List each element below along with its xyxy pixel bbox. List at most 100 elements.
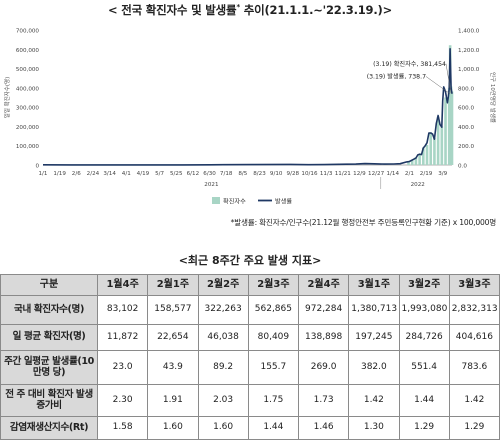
x-tick-label: 12/9 bbox=[353, 171, 366, 177]
table-header-week: 3월2주 bbox=[398, 274, 450, 296]
table-row-label: 감염재생산지수(Rt) bbox=[0, 416, 98, 440]
table-cell: 1.60 bbox=[147, 416, 199, 440]
table-cell: 1.73 bbox=[297, 384, 350, 417]
incidence-line bbox=[42, 47, 453, 166]
x-tick-label: 8/23 bbox=[253, 171, 266, 177]
chart-title: < 전국 확진자수 및 발생률* 추이(21.1.1.~'22.3.19.)> bbox=[0, 2, 500, 18]
x-tick-label: 4/19 bbox=[137, 171, 150, 177]
table-cell: 972,284 bbox=[297, 295, 350, 325]
bar bbox=[418, 154, 421, 165]
table-cell: 783.6 bbox=[448, 350, 500, 385]
year-label: 2022 bbox=[411, 182, 425, 188]
x-tick-label: 1/14 bbox=[386, 171, 399, 177]
table-cell: 284,726 bbox=[398, 324, 450, 351]
table-cell: 1.42 bbox=[348, 384, 400, 417]
y-left-tick-label: 400,000 bbox=[16, 86, 40, 92]
table-row-label: 전 주 대비 확진자 발생 증가비 bbox=[0, 384, 98, 417]
x-tick-label: 3/14 bbox=[103, 171, 116, 177]
table-cell: 382.0 bbox=[348, 350, 400, 385]
table-cell: 1.44 bbox=[247, 416, 300, 440]
y-left-tick-label: 0 bbox=[35, 164, 39, 170]
table-header-week: 2월1주 bbox=[147, 274, 199, 296]
table-row-label: 일 평균 확진자(명) bbox=[0, 324, 98, 351]
table-cell: 22,654 bbox=[147, 324, 199, 351]
table-cell: 562,865 bbox=[247, 295, 300, 325]
x-tick-label: 8/5 bbox=[238, 171, 247, 177]
bar bbox=[414, 157, 418, 165]
bar bbox=[444, 97, 447, 165]
chart-title-superscript: * bbox=[236, 3, 240, 12]
y-right-tick-label: 1,200.0 bbox=[458, 48, 480, 54]
y-left-tick-label: 600,000 bbox=[16, 48, 40, 54]
y-right-tick-label: 0.0 bbox=[458, 164, 467, 170]
table-title: <최근 8주간 주요 발생 지표> bbox=[178, 254, 322, 267]
x-tick-label: 6/30 bbox=[203, 171, 216, 177]
y-left-tick-label: 500,000 bbox=[16, 67, 40, 73]
footnote: *발생률: 확진자수/인구수(21.12월 행정안전부 주민등록인구현황 기준)… bbox=[230, 218, 497, 227]
bar bbox=[433, 138, 436, 165]
x-tick-label: 12/27 bbox=[368, 171, 385, 177]
bar bbox=[440, 126, 444, 165]
table-cell: 1.30 bbox=[348, 416, 400, 440]
table-cell: 83,102 bbox=[96, 295, 149, 325]
table-cell: 138,898 bbox=[297, 324, 350, 351]
table-cell: 1.44 bbox=[398, 384, 450, 417]
chart: 0 100,000 200,000 300,000 400,000 500,000 600,… bbox=[3, 29, 497, 206]
table-cell: 1.58 bbox=[96, 416, 149, 440]
x-tick-label: 7/18 bbox=[220, 171, 233, 177]
y-right-tick-label: 1,400.0 bbox=[458, 29, 480, 35]
y-right-tick-label: 600.0 bbox=[458, 106, 474, 112]
table-cell: 89.2 bbox=[197, 350, 249, 385]
x-tick-label: 2/19 bbox=[420, 171, 433, 177]
table-row: 전 주 대비 확진자 발생 증가비 2.30 1.91 2.03 1.75 1.73 1.4… bbox=[0, 384, 500, 417]
table-row: 감염재생산지수(Rt) 1.58 1.60 1.60 1.44 1.46 1.30 1.29 1… bbox=[0, 416, 500, 440]
indicator-table: 구분 1월4주 2월1주 2월2주 2월3주 2월4주 3월1주 3월2주 3월3주 국내 확진… bbox=[0, 274, 500, 440]
table-cell: 404,616 bbox=[448, 324, 500, 351]
bar bbox=[436, 116, 440, 165]
table-cell: 1.60 bbox=[197, 416, 249, 440]
table-cell: 1,993,080 bbox=[398, 295, 450, 325]
table-header-label: 구분 bbox=[0, 274, 98, 296]
table-cell: 155.7 bbox=[247, 350, 300, 385]
annotation-leader bbox=[445, 63, 452, 94]
table-row-label: 국내 확진자수(명) bbox=[0, 295, 98, 325]
bar bbox=[425, 144, 429, 165]
chart-title-main: < 전국 확진자수 및 발생률 bbox=[107, 3, 237, 17]
x-tick-label: 5/7 bbox=[155, 171, 164, 177]
table-cell: 1,380,713 bbox=[348, 295, 400, 325]
y-right-tick-label: 1,000.0 bbox=[458, 67, 480, 73]
table-header-week: 1월4주 bbox=[96, 274, 149, 296]
y-right-tick-label: 400.0 bbox=[458, 125, 474, 131]
table-row: 국내 확진자수(명) 83,102 158,577 322,263 562,865 972… bbox=[0, 295, 500, 325]
y-left-tick-label: 200,000 bbox=[16, 125, 40, 131]
table-cell: 551.4 bbox=[398, 350, 450, 385]
y-left-axis-label: 일일 확진자수(명) bbox=[3, 77, 11, 118]
table-cell: 1.42 bbox=[448, 384, 500, 417]
table-cell: 2.30 bbox=[96, 384, 149, 417]
y-right-tick-label: 800.0 bbox=[458, 86, 474, 92]
table-cell: 322,263 bbox=[197, 295, 249, 325]
table-row: 주간 일평균 발생률(10만명 당) 23.0 43.9 89.2 155.7 269.0… bbox=[0, 350, 500, 385]
legend-label-rate: 발생률 bbox=[275, 198, 292, 206]
x-tick-label: 11/21 bbox=[335, 171, 352, 177]
y-right-axis-label: 인구 10만명당 발생률 bbox=[489, 72, 497, 123]
table-header-row: 구분 1월4주 2월1주 2월2주 2월3주 2월4주 3월1주 3월2주 3월3주 bbox=[0, 274, 500, 296]
bar bbox=[422, 147, 425, 165]
table-cell: 46,038 bbox=[197, 324, 249, 351]
bar bbox=[429, 132, 433, 165]
table-cell: 1.29 bbox=[398, 416, 450, 440]
x-tick-label: 6/12 bbox=[187, 171, 200, 177]
table-cell: 11,872 bbox=[96, 324, 149, 351]
table-cell: 23.0 bbox=[96, 350, 149, 385]
annotation-leader bbox=[425, 76, 451, 94]
year-label: 2021 bbox=[204, 182, 219, 188]
legend-swatch-bar bbox=[212, 197, 220, 204]
x-tick-label: 4/1 bbox=[122, 171, 131, 177]
annotation-cases: (3.19) 확진자수, 381,454 bbox=[373, 60, 446, 68]
x-tick-label: 1/19 bbox=[53, 171, 66, 177]
table-cell: 158,577 bbox=[147, 295, 199, 325]
table-header-week: 3월3주 bbox=[448, 274, 500, 296]
y-left-tick-label: 100,000 bbox=[16, 144, 40, 150]
x-tick-label: 2/6 bbox=[72, 171, 81, 177]
x-tick-label: 1/1 bbox=[38, 171, 47, 177]
